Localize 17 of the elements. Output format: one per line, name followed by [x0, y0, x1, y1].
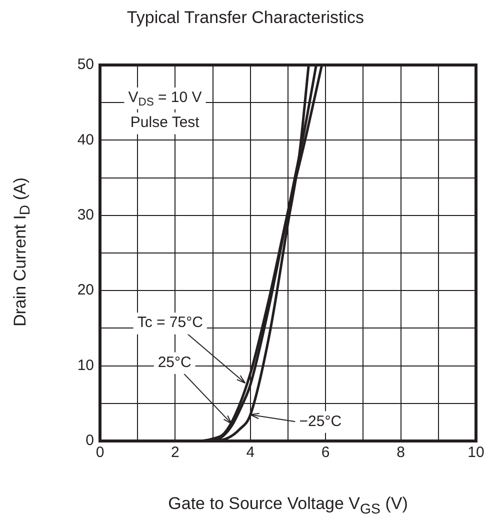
annotation: 25°C — [158, 354, 192, 371]
y-tick-label: 0 — [86, 432, 94, 450]
annotation: Tc = 75°C — [137, 314, 204, 332]
chart-title: Typical Transfer Characteristics — [126, 8, 366, 28]
y-tick-label: 40 — [77, 131, 94, 148]
y-tick-label: 10 — [77, 356, 94, 374]
annotation: −25°C — [299, 412, 342, 430]
x-tick-label: 6 — [321, 444, 330, 462]
x-tick-label: 4 — [246, 444, 255, 462]
x-axis-title: Gate to Source Voltage V$_{GS}$ (V) — [167, 494, 409, 518]
annotation: Pulse Test — [130, 114, 200, 132]
y-tick-label: 30 — [77, 206, 94, 224]
x-tick-label: 10 — [468, 444, 484, 462]
y-tick-label: 50 — [77, 56, 94, 74]
x-tick-label: 2 — [171, 444, 180, 462]
x-tick-label: 8 — [396, 444, 405, 462]
y-tick-label: 20 — [77, 282, 94, 299]
